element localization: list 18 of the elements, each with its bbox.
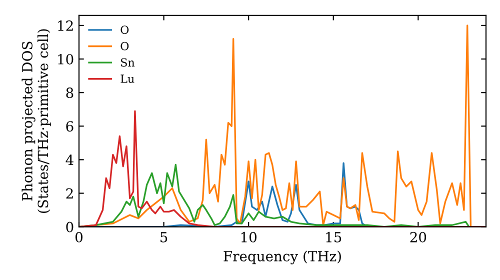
y-tick-label: 8 — [66, 88, 74, 98]
legend-label: O — [120, 42, 129, 50]
y-tick-label: 10 — [58, 54, 74, 64]
y-tick-label: 0 — [66, 222, 74, 232]
y-tick-label: 6 — [66, 121, 74, 132]
x-tick-label: 0 — [75, 232, 82, 242]
y-tick-label: 2 — [66, 188, 73, 199]
y-axis-title: Phonon projected DOS (States/THz·primitive cell) — [22, 29, 51, 213]
x-tick-label: 5 — [160, 232, 168, 242]
x-tick-label: 20 — [410, 232, 426, 242]
y-tick-label: 4 — [66, 154, 74, 165]
x-tick-label: 10 — [241, 232, 256, 242]
legend-label: Sn — [121, 58, 135, 67]
legend-label: Lu — [120, 74, 134, 83]
y-tick-label: 12 — [58, 20, 73, 31]
legend-label: O — [120, 26, 129, 34]
x-tick-label: 15 — [326, 232, 342, 242]
x-axis-title: Frequency (THz) — [224, 250, 341, 264]
